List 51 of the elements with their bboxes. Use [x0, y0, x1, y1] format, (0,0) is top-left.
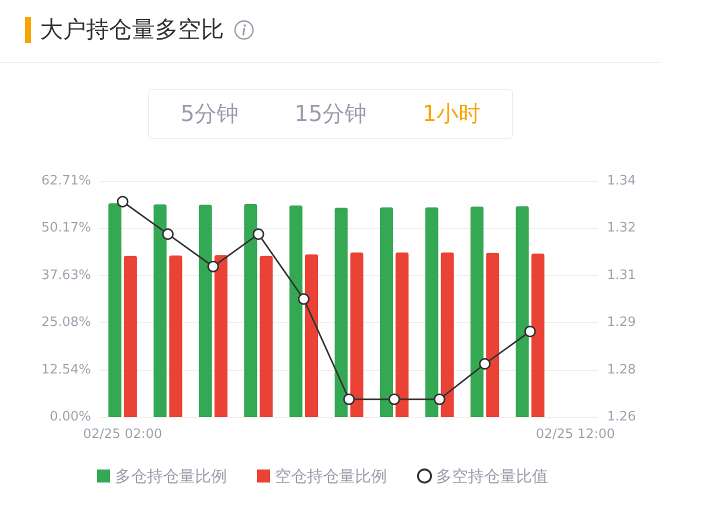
bar — [516, 206, 529, 417]
point — [162, 228, 174, 240]
bar — [334, 208, 348, 417]
bar — [425, 207, 438, 417]
bar — [169, 256, 182, 417]
y2-tick-label: 1.28 — [607, 362, 636, 378]
legend-label: 多空持仓量比值 — [436, 466, 548, 486]
bar — [486, 252, 500, 417]
x-tick-label: 02/25 12:00 — [536, 427, 615, 442]
x-tick-label: 02/25 02:00 — [83, 427, 162, 442]
point — [298, 293, 310, 305]
bar — [124, 256, 137, 417]
y-tick-label: 25.08% — [41, 315, 91, 330]
y2-tick-label: 1.32 — [607, 220, 636, 236]
bar — [380, 207, 393, 417]
bar — [214, 255, 228, 417]
point — [252, 228, 264, 240]
point — [343, 394, 355, 406]
point — [116, 196, 128, 208]
y-tick-label: 62.71% — [41, 174, 91, 188]
bar — [244, 204, 258, 417]
legend-label: 空仓持仓量比例 — [275, 466, 387, 486]
y2-tick-label: 1.34 — [607, 174, 636, 188]
legend-label: 多仓持仓量比例 — [115, 466, 227, 486]
text: 5分钟 — [149, 90, 270, 138]
y2-tick-label: 1.31 — [607, 268, 636, 283]
bar — [305, 254, 318, 417]
point — [524, 326, 536, 338]
y2-tick-label: 1.29 — [607, 315, 636, 330]
point — [434, 394, 446, 406]
bar — [396, 252, 409, 417]
y2-tick-label: 1.26 — [607, 410, 636, 424]
chart-title: 大户持仓量多空比 — [40, 16, 224, 45]
bar — [198, 204, 212, 417]
bar — [108, 203, 122, 417]
y-tick-label: 12.54% — [41, 362, 91, 378]
point — [479, 358, 491, 370]
bar — [260, 256, 273, 417]
y-tick-label: 0.00% — [50, 410, 91, 424]
text: 15分钟 — [270, 90, 391, 138]
bar — [531, 254, 544, 417]
bar — [440, 252, 454, 417]
point — [207, 260, 219, 272]
bar — [470, 206, 484, 417]
bar — [154, 204, 167, 417]
bar — [350, 252, 364, 417]
text: 1小时 — [391, 90, 512, 138]
y-tick-label: 50.17% — [41, 220, 91, 236]
point — [388, 394, 400, 406]
y-tick-label: 37.63% — [41, 268, 91, 283]
bar — [289, 206, 302, 417]
